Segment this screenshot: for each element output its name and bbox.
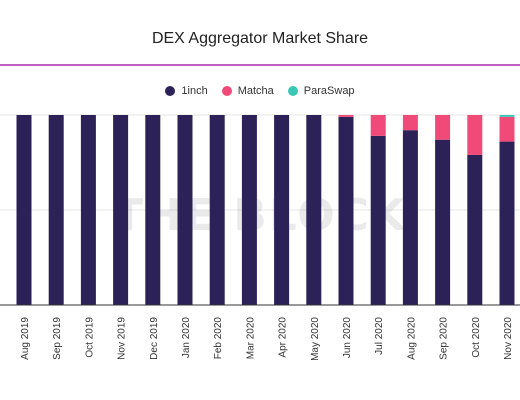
bar-1inch-3[interactable] <box>113 115 129 305</box>
x-tick-label: Jun 2020 <box>342 317 353 359</box>
x-tick-label: May 2020 <box>310 317 321 361</box>
chart-title: DEX Aggregator Market Share <box>151 30 369 47</box>
x-tick-label: Sep 2020 <box>439 317 450 360</box>
title-underline <box>0 64 520 66</box>
legend-swatch-1inch <box>165 86 176 96</box>
x-tick-label: Aug 2019 <box>20 317 31 360</box>
legend-item-1inch[interactable]: 1inch <box>165 85 208 97</box>
bar-1inch-2[interactable] <box>80 115 96 305</box>
bar-1inch-15[interactable] <box>499 141 515 305</box>
bar-1inch-9[interactable] <box>306 115 322 305</box>
bar-matcha-15[interactable] <box>499 116 515 142</box>
bar-1inch-7[interactable] <box>241 115 257 305</box>
legend-label-1inch: 1inch <box>181 85 208 97</box>
bar-1inch-5[interactable] <box>177 115 193 305</box>
x-tick-label: Oct 2020 <box>471 317 482 358</box>
legend-item-matcha[interactable]: Matcha <box>221 85 274 97</box>
bar-1inch-10[interactable] <box>338 116 354 306</box>
x-tick-label: Apr 2020 <box>278 317 289 358</box>
bar-1inch-11[interactable] <box>370 135 386 305</box>
legend-item-paraswap[interactable]: ParaSwap <box>287 85 355 97</box>
bar-matcha-10[interactable] <box>338 115 354 117</box>
x-tick-label: Sep 2019 <box>52 317 63 360</box>
legend-label-paraswap: ParaSwap <box>303 85 355 97</box>
x-tick-label: Jul 2020 <box>374 317 385 355</box>
bar-1inch-6[interactable] <box>209 115 225 305</box>
x-tick-label: Mar 2020 <box>245 317 256 360</box>
bar-1inch-8[interactable] <box>274 115 290 305</box>
legend-swatch-paraswap <box>287 86 298 96</box>
legend-label-matcha: Matcha <box>237 85 274 97</box>
x-tick-label: Jan 2020 <box>181 317 192 359</box>
bar-1inch-14[interactable] <box>467 154 483 305</box>
bar-1inch-13[interactable] <box>435 139 451 305</box>
bar-1inch-0[interactable] <box>16 115 32 305</box>
bar-1inch-12[interactable] <box>402 130 418 305</box>
bar-matcha-12[interactable] <box>402 115 418 131</box>
x-tick-label: Nov 2020 <box>503 317 514 360</box>
x-tick-label: Oct 2019 <box>84 317 95 358</box>
x-tick-label: Nov 2019 <box>117 317 128 360</box>
chart-legend: 1inch Matcha ParaSwap <box>0 85 520 97</box>
x-tick-label: Aug 2020 <box>406 317 417 360</box>
x-tick-label: Dec 2019 <box>149 317 160 360</box>
bar-1inch-4[interactable] <box>145 115 161 305</box>
legend-swatch-matcha <box>221 86 232 96</box>
bar-matcha-11[interactable] <box>370 115 386 136</box>
bar-matcha-14[interactable] <box>467 115 483 155</box>
bar-matcha-13[interactable] <box>435 115 451 140</box>
x-tick-label: Feb 2020 <box>213 317 224 360</box>
bar-1inch-1[interactable] <box>48 115 64 305</box>
watermark-text: THE BLOCK <box>113 190 407 241</box>
bar-paraswap-15[interactable] <box>499 115 515 117</box>
